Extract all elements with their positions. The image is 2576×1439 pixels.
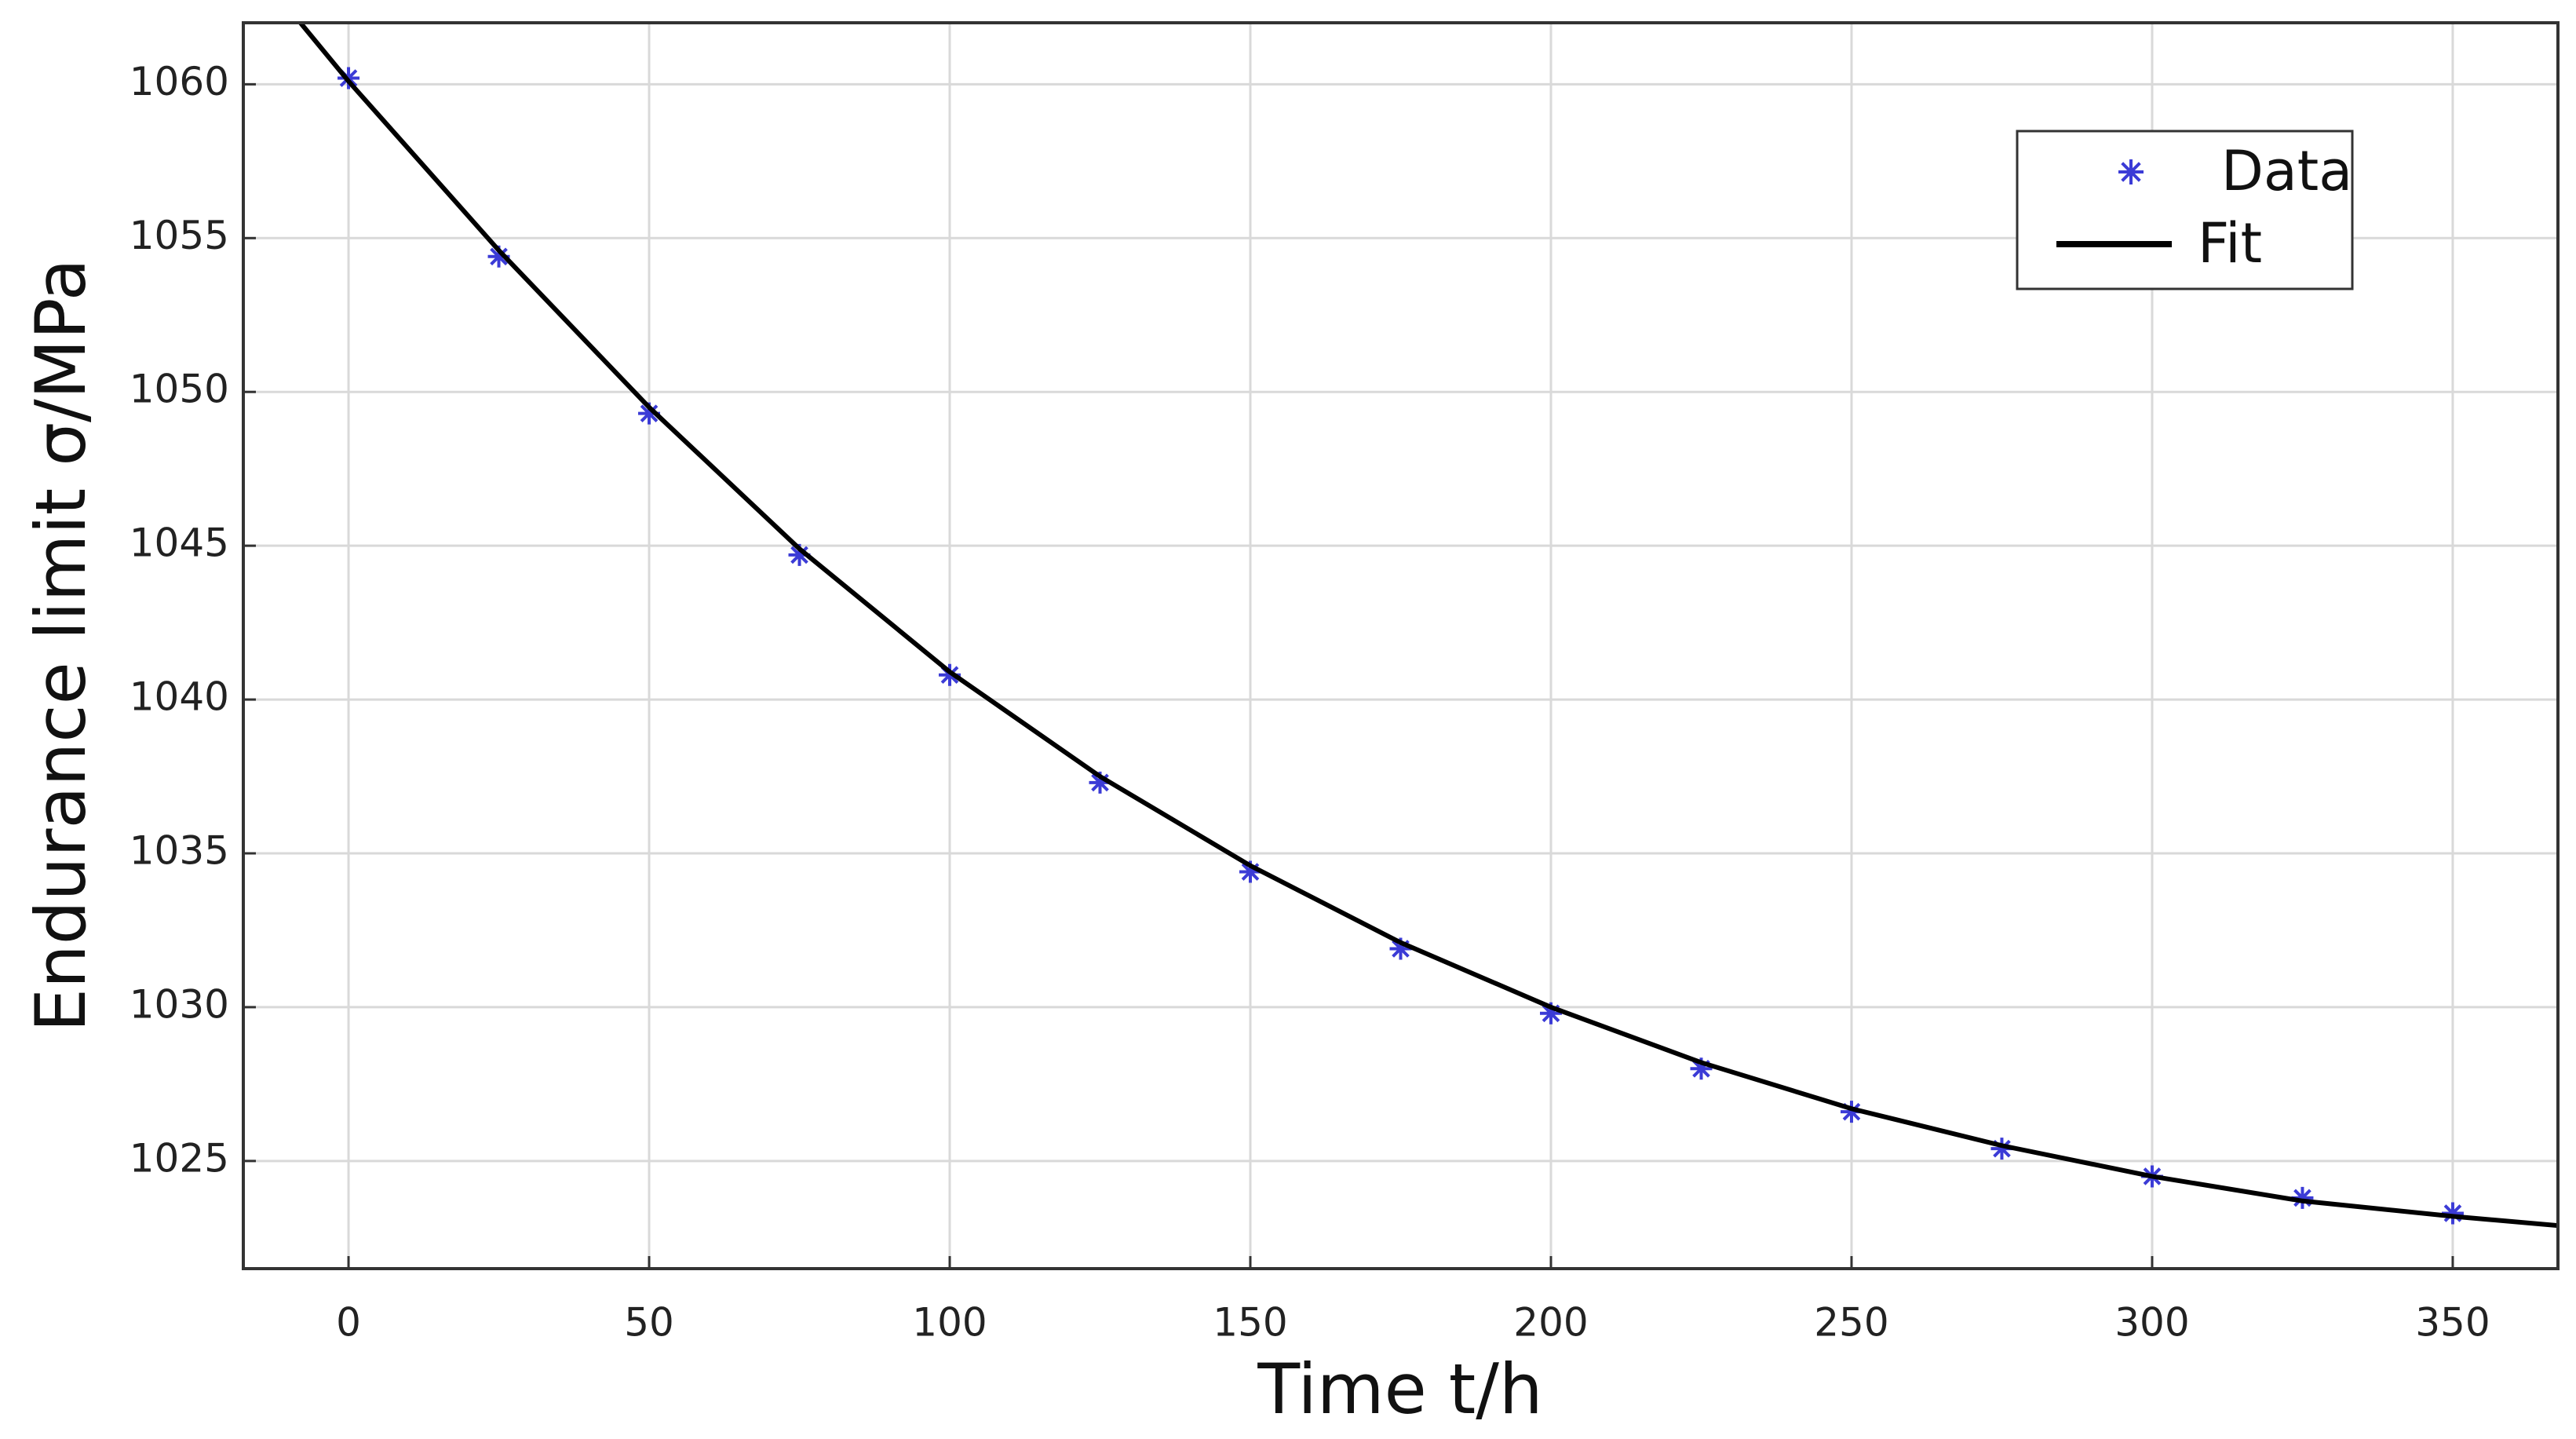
x-tick-label: 100	[912, 1300, 987, 1346]
plot-area	[298, 23, 2558, 1229]
x-tick-label: 350	[2415, 1300, 2490, 1346]
x-tick-label: 200	[1513, 1300, 1588, 1346]
legend-label: Fit	[2198, 211, 2262, 276]
y-tick-label: 1035	[130, 828, 229, 874]
legend: Data Fit	[2016, 130, 2354, 290]
x-tick-label: 250	[1814, 1300, 1888, 1346]
data-point	[939, 663, 961, 686]
y-tick-label: 1040	[130, 674, 229, 720]
y-tick-label: 1045	[130, 520, 229, 566]
y-tick-label: 1030	[130, 981, 229, 1027]
y-tick-label: 1050	[130, 367, 229, 412]
grid	[243, 23, 2558, 1269]
x-tick-label: 300	[2114, 1300, 2189, 1346]
legend-label: Data	[2221, 139, 2352, 203]
x-axis-label: Time t/h	[1257, 1349, 1542, 1430]
x-tick-label: 0	[336, 1300, 361, 1346]
legend-box	[2016, 130, 2354, 290]
data-point	[487, 245, 510, 268]
data-point	[1089, 771, 1111, 794]
data-point	[2441, 1202, 2464, 1225]
data-point	[1539, 1002, 1562, 1024]
data-point	[1389, 937, 1412, 960]
legend-marker	[2118, 159, 2144, 184]
data-point	[788, 543, 811, 566]
plot-frame	[242, 21, 2560, 1270]
data-point	[1690, 1057, 1713, 1080]
data-point	[2291, 1186, 2314, 1209]
data-point	[638, 402, 661, 425]
y-tick-label: 1025	[130, 1135, 229, 1181]
y-tick-label: 1060	[130, 59, 229, 104]
x-tick-label: 150	[1213, 1300, 1287, 1346]
fit-line	[298, 23, 2558, 1229]
x-tick-label: 50	[624, 1300, 674, 1346]
data-point	[1990, 1138, 2013, 1160]
data-point	[1239, 860, 1262, 883]
data-point	[1840, 1101, 1863, 1123]
y-tick-label: 1055	[130, 213, 229, 258]
y-axis-label: Endurance limit σ/MPa	[20, 258, 101, 1032]
